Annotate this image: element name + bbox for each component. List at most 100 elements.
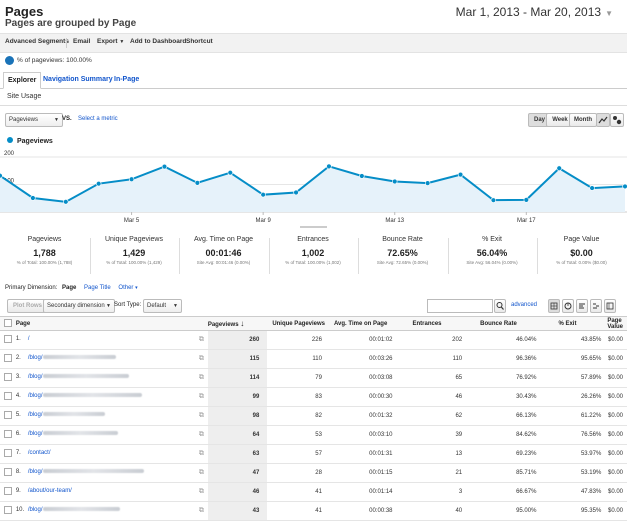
table-row[interactable]: 9. /about/our-team/ ⧉ 46 41 00:01:14 3 66.67% 47… [0,482,627,502]
row-checkbox[interactable] [4,354,12,362]
secondary-dimension-select[interactable]: Secondary dimension ▼ [43,299,115,313]
plot-rows-button[interactable]: Plot Rows [7,299,48,313]
table-row[interactable]: 5. /blog/ ⧉ 98 82 00:01:32 62 66.13% 61.22% $0.00 [0,406,627,426]
table-row[interactable]: 3. /blog/ ⧉ 114 79 00:03:08 65 76.92% 57.89% $0.0… [0,368,627,388]
table-row[interactable]: 1. / ⧉ 260 226 00:01:02 202 46.04% 43.85% $0.00 [0,330,627,350]
dimension-page-title[interactable]: Page Title [84,285,111,291]
page-path-link[interactable]: /contact/ [27,450,51,456]
page-path-link[interactable]: / [27,336,30,342]
dimension-other[interactable]: Other ▾ [118,285,137,291]
page-path-link[interactable]: /blog/ [27,431,43,437]
col-entrances[interactable]: Entrances [400,316,469,331]
page-path-link[interactable]: /blog/ [27,469,43,475]
col-page-value[interactable]: Page Value [607,316,627,331]
advanced-filter-link[interactable]: advanced [511,302,538,308]
row-checkbox[interactable] [4,506,12,514]
pie-view-icon[interactable] [562,299,574,313]
open-page-icon[interactable]: ⧉ [198,374,204,381]
month-button[interactable]: Month [569,113,597,127]
table-row[interactable]: 8. /blog/ ⧉ 47 28 00:01:15 21 85.71% 53.19% $0.00 [0,463,627,483]
open-page-icon[interactable]: ⧉ [198,431,204,438]
cell-exit: 53.97% [544,444,608,464]
open-page-icon[interactable]: ⧉ [198,507,204,514]
performance-view-icon[interactable] [576,299,588,313]
summary-metric-value: 1,788 [33,248,56,258]
page-path-link[interactable]: /blog/ [27,412,43,418]
col-pageviews[interactable]: Pageviews ↓ [207,316,268,331]
table-row[interactable]: 4. /blog/ ⧉ 99 83 00:00:30 46 30.43% 26.26% $0.00 [0,387,627,407]
comparison-view-icon[interactable] [590,299,602,313]
table-row[interactable]: 6. /blog/ ⧉ 64 53 00:03:10 39 84.62% 76.56% $0.00 [0,425,627,445]
summary-metric-label: Unique Pageviews [105,236,163,243]
summary-metric-total: % of Total: 0.00% ($0.00) [556,260,607,265]
metric-select[interactable]: Pageviews ▼ [5,113,63,127]
motion-chart-icon[interactable] [610,113,624,127]
redacted-path [42,355,116,360]
summary-metric: Unique Pageviews 1,429 % of Total: 100.00%… [90,236,179,265]
summary-metric-value: $0.00 [570,248,593,258]
x-tick-label: Mar 17 [517,218,536,224]
open-page-icon[interactable]: ⧉ [198,469,204,476]
data-table-view-icon[interactable] [548,299,560,313]
col-avg-time[interactable]: Avg. Time on Page [329,316,401,331]
col-unique-pageviews[interactable]: Unique Pageviews [267,316,330,331]
row-checkbox[interactable] [4,430,12,438]
row-checkbox[interactable] [4,373,12,381]
line-chart-icon[interactable] [596,113,610,127]
page-path-link[interactable]: /blog/ [27,374,43,380]
sort-type-select[interactable]: Default ▼ [143,299,182,313]
dimension-page[interactable]: Page [62,285,77,291]
search-button[interactable] [494,299,506,313]
row-checkbox[interactable] [4,411,12,419]
cell-pageviews: 98 [207,406,268,426]
data-point [523,197,530,203]
subtab-site-usage[interactable]: Site Usage [7,93,42,100]
open-page-icon[interactable]: ⧉ [198,488,204,495]
select-all-checkbox[interactable] [4,318,12,327]
cell-unique-pageviews: 82 [267,406,330,426]
open-page-icon[interactable]: ⧉ [198,450,204,457]
select-metric-link[interactable]: Select a metric [78,116,118,122]
summary-metric-label: Page Value [563,236,600,243]
email-button[interactable]: Email [73,38,91,45]
page-path-link[interactable]: /about/our-team/ [27,488,72,494]
table-row[interactable]: 10./blog/ ⧉ 43 41 00:00:38 40 95.00% 95.35% $0.0… [0,501,627,521]
export-button[interactable]: Export ▼ [97,38,124,45]
date-range-picker[interactable]: Mar 1, 2013 - Mar 20, 2013 ▼ [456,5,613,19]
advanced-segments-button[interactable]: Advanced Segments [5,38,69,45]
row-checkbox[interactable] [4,392,12,400]
summary-metric-value: 56.04% [476,248,508,258]
col-page[interactable]: Page [13,316,208,331]
pivot-view-icon[interactable] [604,299,616,313]
add-to-dashboard-button[interactable]: Add to Dashboard [130,38,187,45]
row-checkbox[interactable] [4,335,12,343]
redacted-path [42,507,120,512]
shortcut-button[interactable]: Shortcut [186,38,213,45]
cell-avg-time: 00:01:32 [329,406,401,426]
row-checkbox[interactable] [4,487,12,495]
table-row[interactable]: 2./blog/⧉ 115 110 00:03:26 110 96.36% 95.65% $0… [0,349,627,369]
table-search-input[interactable] [427,299,493,313]
page-path-link[interactable]: /blog/ [27,355,43,361]
table-row[interactable]: 7. /contact/ ⧉ 63 57 00:01:31 13 69.23% 53.97% $0… [0,444,627,464]
col-exit[interactable]: % Exit [544,316,608,331]
tab-explorer[interactable]: Explorer [3,72,42,89]
summary-metric-total: % of Total: 100.00% (1,429) [106,260,162,265]
chevron-down-icon: ▼ [106,303,111,309]
tab-in-page[interactable]: In-Page [114,76,140,83]
open-page-icon[interactable]: ⧉ [198,412,204,419]
open-page-icon[interactable]: ⧉ [198,393,204,400]
row-checkbox[interactable] [4,468,12,476]
row-checkbox[interactable] [4,449,12,457]
page-path-link[interactable]: /blog/ [27,393,43,399]
page-path-link[interactable]: /blog/ [27,507,43,513]
open-page-icon[interactable]: ⧉ [198,355,204,362]
col-bounce-rate[interactable]: Bounce Rate [468,316,545,331]
tab-navigation-summary[interactable]: Navigation Summary [43,76,113,83]
open-page-icon[interactable]: ⧉ [198,336,204,343]
cell-unique-pageviews: 83 [267,387,330,407]
cell-exit: 61.22% [544,406,608,426]
cell-exit: 26.26% [544,387,608,407]
chevron-down-icon: ▾ [135,285,138,291]
